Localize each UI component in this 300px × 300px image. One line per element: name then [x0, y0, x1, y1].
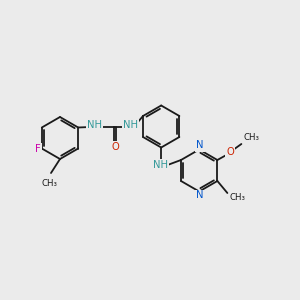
Text: NH: NH	[87, 119, 102, 130]
Text: CH₃: CH₃	[42, 179, 58, 188]
Text: F: F	[35, 143, 41, 154]
Text: O: O	[111, 142, 119, 152]
Text: NH: NH	[123, 119, 138, 130]
Text: O: O	[226, 147, 234, 157]
Text: CH₃: CH₃	[243, 133, 260, 142]
Text: N: N	[196, 140, 204, 151]
Text: N: N	[196, 190, 204, 200]
Text: CH₃: CH₃	[230, 194, 245, 202]
Text: NH: NH	[153, 160, 168, 170]
